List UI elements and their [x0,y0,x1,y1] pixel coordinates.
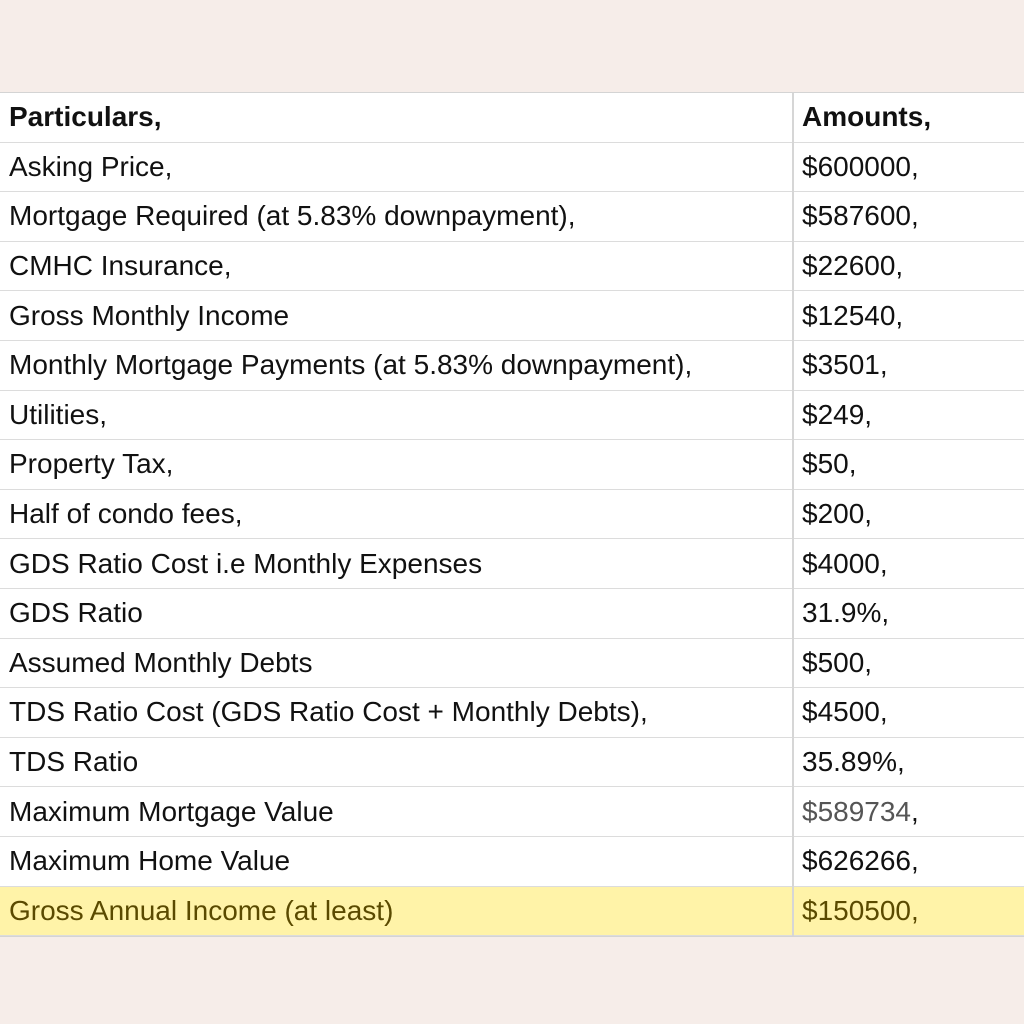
amount-suffix: , [911,795,919,827]
table-row: Mortgage Required (at 5.83% downpayment)… [0,191,1024,242]
header-amounts[interactable]: Amounts, [792,93,1024,143]
particular-cell[interactable]: CMHC Insurance, [0,241,793,292]
amount-cell[interactable]: $500, [792,638,1024,689]
table-row: TDS Ratio Cost (GDS Ratio Cost + Monthly… [0,687,1024,738]
amount-cell[interactable]: $600000, [792,142,1024,193]
amount-cell[interactable]: $200, [792,489,1024,540]
spreadsheet: Particulars, Amounts, Asking Price, $600… [0,92,1024,938]
table-row: Gross Monthly Income $12540, [0,290,1024,341]
particular-cell[interactable]: Mortgage Required (at 5.83% downpayment)… [0,191,793,242]
highlighted-row: Gross Annual Income (at least) $150500, [0,886,1024,937]
table-row: Half of condo fees, $200, [0,489,1024,540]
particular-cell[interactable]: Gross Monthly Income [0,290,793,341]
amount-cell[interactable]: $4000, [792,538,1024,589]
particular-cell[interactable]: Maximum Home Value [0,836,793,887]
particular-cell[interactable]: Monthly Mortgage Payments (at 5.83% down… [0,340,793,391]
amount-cell[interactable]: $150500, [792,886,1024,937]
table-header-row: Particulars, Amounts, [0,93,1024,143]
particular-cell[interactable]: TDS Ratio [0,737,793,788]
table-row: Maximum Mortgage Value $589734, [0,786,1024,837]
table-row: Assumed Monthly Debts $500, [0,638,1024,689]
mortgage-table: Particulars, Amounts, Asking Price, $600… [0,93,1024,937]
table-row: Property Tax, $50, [0,439,1024,490]
particular-cell[interactable]: GDS Ratio Cost i.e Monthly Expenses [0,538,793,589]
table-row: TDS Ratio 35.89%, [0,737,1024,788]
particular-cell[interactable]: Asking Price, [0,142,793,193]
particular-cell[interactable]: GDS Ratio [0,588,793,639]
amount-cell[interactable]: $3501, [792,340,1024,391]
particular-cell[interactable]: Half of condo fees, [0,489,793,540]
particular-cell[interactable]: Gross Annual Income (at least) [0,886,793,937]
amount-cell[interactable]: $626266, [792,836,1024,887]
table-row: CMHC Insurance, $22600, [0,241,1024,292]
particular-cell[interactable]: Assumed Monthly Debts [0,638,793,689]
table-row: GDS Ratio Cost i.e Monthly Expenses $400… [0,538,1024,589]
table-row: GDS Ratio 31.9%, [0,588,1024,639]
particular-cell[interactable]: Maximum Mortgage Value [0,786,793,837]
table-row: Asking Price, $600000, [0,142,1024,193]
amount-cell[interactable]: $249, [792,390,1024,441]
amount-cell[interactable]: $22600, [792,241,1024,292]
table-row: Monthly Mortgage Payments (at 5.83% down… [0,340,1024,391]
particular-cell[interactable]: Utilities, [0,390,793,441]
particular-cell[interactable]: TDS Ratio Cost (GDS Ratio Cost + Monthly… [0,687,793,738]
amount-cell[interactable]: 35.89%, [792,737,1024,788]
table-row: Utilities, $249, [0,390,1024,441]
amount-cell[interactable]: $587600, [792,191,1024,242]
amount-cell[interactable]: $50, [792,439,1024,490]
amount-value: $589734 [802,795,912,827]
amount-cell[interactable]: 31.9%, [792,588,1024,639]
particular-cell[interactable]: Property Tax, [0,439,793,490]
table-row: Maximum Home Value $626266, [0,836,1024,887]
header-particulars[interactable]: Particulars, [0,93,793,143]
amount-cell[interactable]: $12540, [792,290,1024,341]
amount-cell[interactable]: $589734, [792,786,1024,837]
amount-cell[interactable]: $4500, [792,687,1024,738]
